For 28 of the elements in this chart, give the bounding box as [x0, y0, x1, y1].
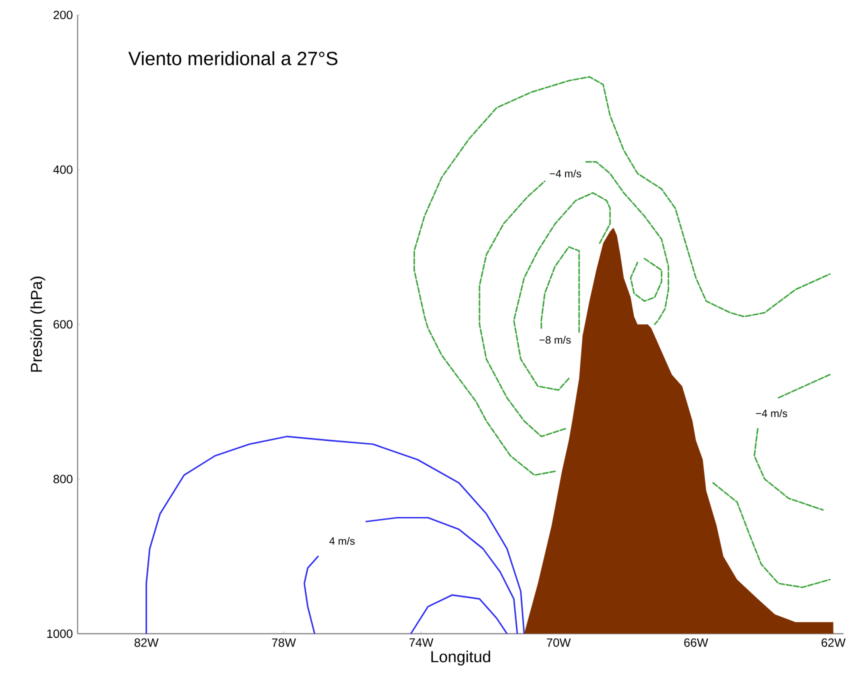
line-series: [146, 436, 525, 634]
x-axis-title: Longitud: [431, 650, 490, 666]
y-tick-label: 800: [54, 474, 72, 484]
x-tick-label: 78W: [272, 638, 296, 647]
y-tick-label: 600: [54, 320, 72, 328]
annotation: −4 m/s: [756, 409, 788, 417]
line-series: [712, 482, 831, 588]
y-tick-label: 1000: [47, 629, 72, 638]
y-tick-label: 200: [54, 10, 72, 19]
annotation: −8 m/s: [540, 336, 571, 344]
x-tick-label: 82W: [134, 638, 159, 647]
line-series: [513, 192, 611, 391]
line-series: [754, 428, 824, 510]
annotation: 4 m/s: [329, 536, 355, 545]
x-tick-label: 70W: [546, 638, 571, 647]
x-tick-label: 74W: [409, 638, 434, 646]
line-series: [365, 516, 518, 634]
y-axis-title: Presión (hPa): [30, 276, 46, 372]
line-series: [630, 258, 662, 302]
y-tick-label: 400: [53, 165, 72, 174]
x-tick-label: 66W: [684, 638, 708, 647]
x-tick-label: 62W: [822, 638, 846, 647]
line-series: [414, 76, 831, 476]
text: Viento meridional a 27°S: [128, 51, 338, 66]
annotation: −4 m/s: [550, 169, 582, 178]
line-series: [304, 555, 319, 634]
line-series: [585, 160, 670, 325]
line-series: [410, 594, 508, 634]
